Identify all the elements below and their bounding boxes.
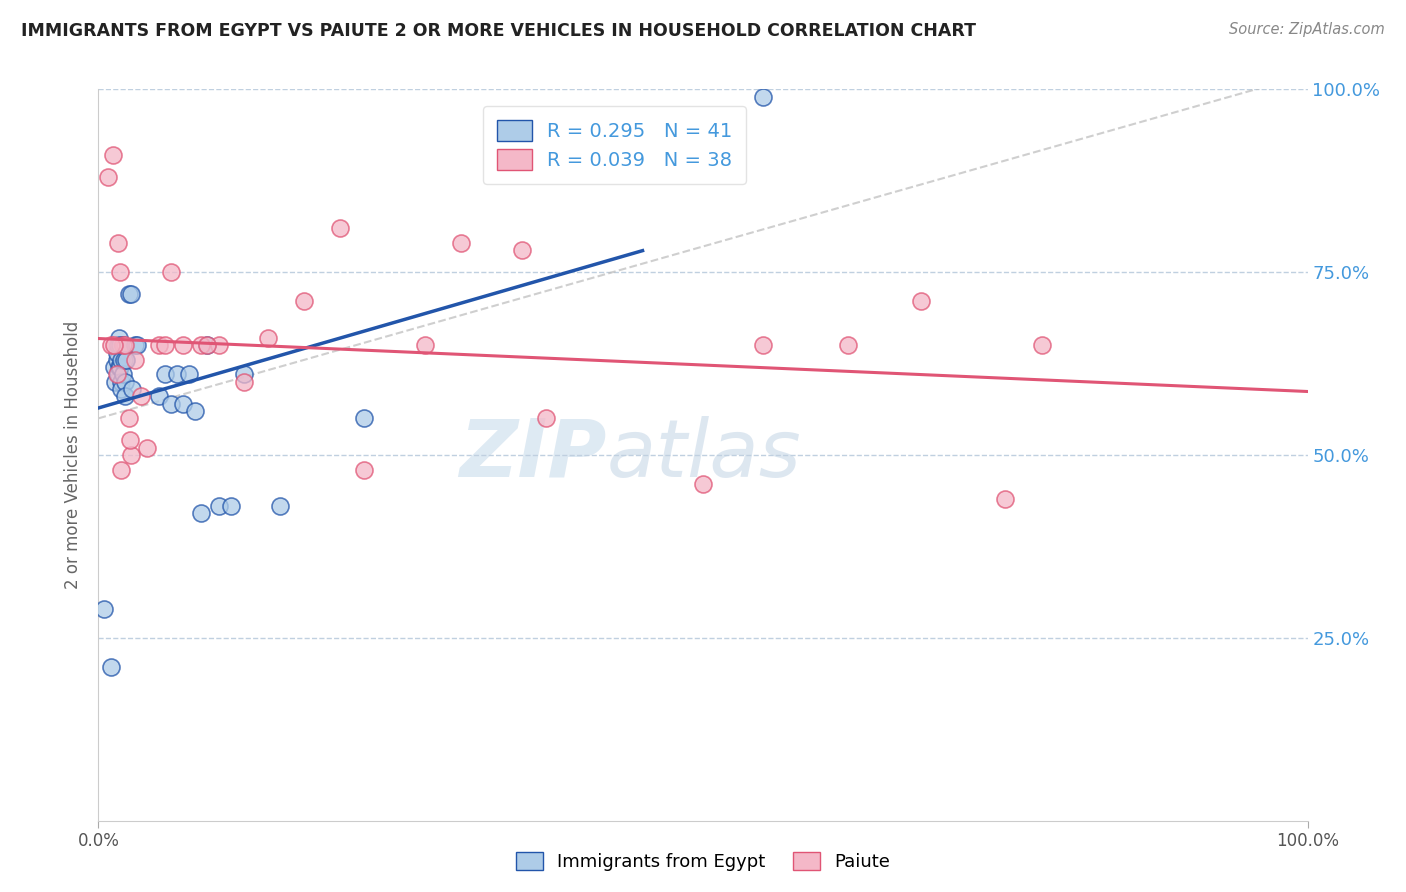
Point bbox=[353, 411, 375, 425]
Point bbox=[221, 499, 243, 513]
Point bbox=[160, 265, 183, 279]
Point bbox=[107, 235, 129, 250]
Point bbox=[107, 338, 129, 352]
Point bbox=[121, 382, 143, 396]
Point bbox=[172, 397, 194, 411]
Point bbox=[1031, 338, 1053, 352]
Point bbox=[111, 368, 134, 382]
Point bbox=[534, 411, 557, 425]
Point bbox=[120, 448, 142, 462]
Point bbox=[910, 294, 932, 309]
Point bbox=[195, 338, 218, 352]
Point bbox=[93, 601, 115, 615]
Point bbox=[190, 507, 212, 521]
Point bbox=[166, 368, 188, 382]
Point bbox=[124, 352, 146, 367]
Point bbox=[103, 360, 125, 375]
Point bbox=[103, 338, 125, 352]
Point bbox=[127, 338, 149, 352]
Point bbox=[107, 368, 129, 382]
Point bbox=[232, 375, 254, 389]
Point bbox=[120, 287, 142, 301]
Point bbox=[118, 434, 141, 448]
Point bbox=[256, 331, 278, 345]
Point bbox=[413, 338, 436, 352]
Point bbox=[153, 368, 176, 382]
Point bbox=[994, 491, 1017, 506]
Point bbox=[208, 338, 231, 352]
Point bbox=[101, 148, 124, 162]
Point bbox=[160, 397, 183, 411]
Point bbox=[752, 338, 775, 352]
Point bbox=[111, 338, 134, 352]
Point bbox=[129, 389, 152, 403]
Text: Source: ZipAtlas.com: Source: ZipAtlas.com bbox=[1229, 22, 1385, 37]
Point bbox=[100, 660, 122, 674]
Point bbox=[110, 375, 132, 389]
Legend: Immigrants from Egypt, Paiute: Immigrants from Egypt, Paiute bbox=[509, 845, 897, 879]
Point bbox=[752, 89, 775, 103]
Point bbox=[110, 462, 132, 476]
Point bbox=[837, 338, 859, 352]
Point bbox=[329, 221, 352, 235]
Point bbox=[135, 441, 157, 455]
Point bbox=[292, 294, 315, 309]
Point bbox=[97, 169, 120, 184]
Point bbox=[148, 389, 170, 403]
Point bbox=[184, 404, 207, 418]
Point bbox=[114, 375, 136, 389]
Point bbox=[110, 382, 132, 396]
Point bbox=[108, 360, 131, 375]
Point bbox=[153, 338, 176, 352]
Point bbox=[108, 338, 131, 352]
Text: atlas: atlas bbox=[606, 416, 801, 494]
Point bbox=[208, 499, 231, 513]
Point bbox=[195, 338, 218, 352]
Point bbox=[112, 352, 135, 367]
Point bbox=[148, 338, 170, 352]
Y-axis label: 2 or more Vehicles in Household: 2 or more Vehicles in Household bbox=[65, 321, 83, 589]
Point bbox=[269, 499, 291, 513]
Point bbox=[510, 243, 533, 257]
Point bbox=[179, 368, 201, 382]
Point bbox=[190, 338, 212, 352]
Text: ZIP: ZIP bbox=[458, 416, 606, 494]
Point bbox=[111, 338, 134, 352]
Point bbox=[105, 368, 128, 382]
Point bbox=[232, 368, 254, 382]
Point bbox=[172, 338, 194, 352]
Point bbox=[100, 338, 122, 352]
Point bbox=[114, 338, 136, 352]
Point bbox=[450, 235, 472, 250]
Text: IMMIGRANTS FROM EGYPT VS PAIUTE 2 OR MORE VEHICLES IN HOUSEHOLD CORRELATION CHAR: IMMIGRANTS FROM EGYPT VS PAIUTE 2 OR MOR… bbox=[21, 22, 976, 40]
Point bbox=[115, 352, 138, 367]
Point bbox=[124, 338, 146, 352]
Point bbox=[108, 265, 131, 279]
Point bbox=[104, 375, 127, 389]
Point bbox=[108, 331, 131, 345]
Point bbox=[108, 360, 131, 375]
Point bbox=[118, 411, 141, 425]
Point bbox=[353, 462, 375, 476]
Point bbox=[105, 345, 128, 359]
Point bbox=[118, 287, 141, 301]
Point bbox=[114, 389, 136, 403]
Point bbox=[110, 352, 132, 367]
Legend: R = 0.295   N = 41, R = 0.039   N = 38: R = 0.295 N = 41, R = 0.039 N = 38 bbox=[484, 106, 747, 184]
Point bbox=[692, 477, 714, 491]
Point bbox=[105, 352, 128, 367]
